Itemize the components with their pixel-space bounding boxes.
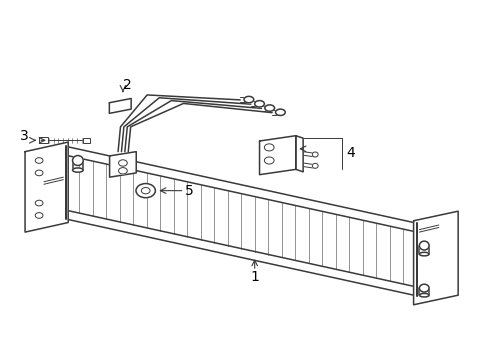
Text: 4: 4 [346,147,355,161]
Polygon shape [296,136,303,172]
Ellipse shape [419,252,429,256]
Ellipse shape [73,156,83,166]
Ellipse shape [312,152,318,157]
Circle shape [35,170,43,176]
Text: 5: 5 [185,184,194,198]
Circle shape [35,158,43,163]
Circle shape [136,184,155,198]
Ellipse shape [73,168,83,172]
Polygon shape [414,211,458,305]
Polygon shape [25,142,68,232]
Polygon shape [110,152,136,177]
Polygon shape [109,99,131,113]
Ellipse shape [275,109,285,116]
Circle shape [35,200,43,206]
Ellipse shape [419,284,429,292]
Text: 3: 3 [20,129,29,143]
Polygon shape [260,136,296,175]
FancyBboxPatch shape [83,138,90,143]
Circle shape [35,213,43,218]
Ellipse shape [255,100,265,107]
Ellipse shape [265,105,274,111]
Ellipse shape [419,241,429,250]
Circle shape [141,188,150,194]
Circle shape [265,144,274,151]
Circle shape [119,160,127,166]
Circle shape [265,157,274,164]
Circle shape [119,168,127,174]
Ellipse shape [312,163,318,168]
Ellipse shape [419,293,429,297]
Text: 1: 1 [250,270,259,284]
Ellipse shape [244,96,254,103]
Text: 2: 2 [123,78,132,92]
FancyBboxPatch shape [39,138,48,143]
